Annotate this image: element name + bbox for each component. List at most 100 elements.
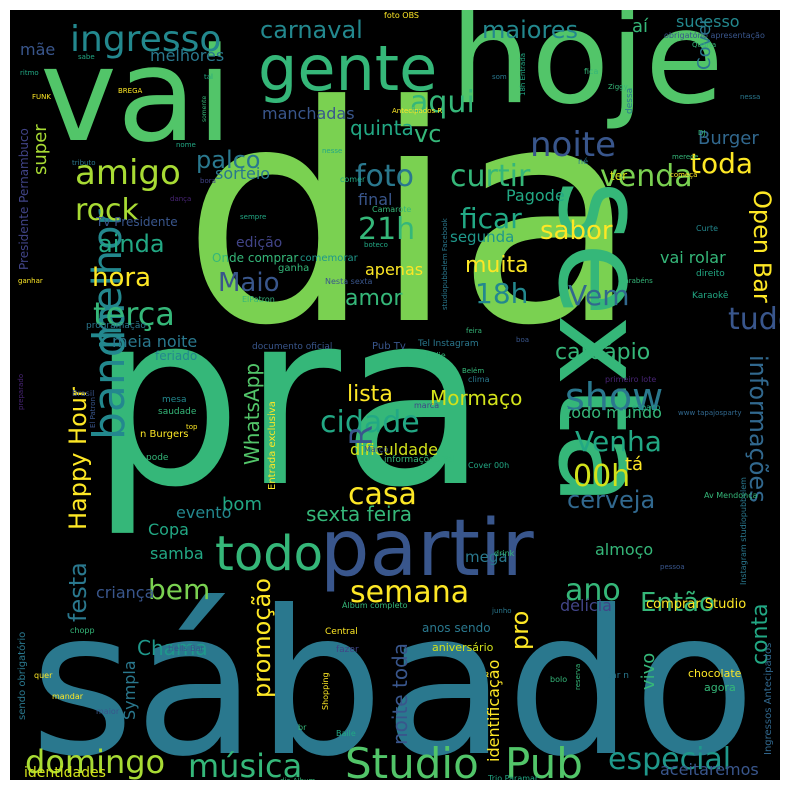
word-bom: bom <box>222 494 262 515</box>
word-evento: evento <box>176 503 232 522</box>
word-br: br <box>298 723 307 732</box>
word-dj: DJ <box>698 129 706 137</box>
word-chopp: chopp <box>70 626 95 635</box>
word-ficar: ficar <box>460 202 522 235</box>
word-cidade: cidade <box>320 405 420 440</box>
word-som: som <box>492 73 507 81</box>
word-studio: Studio <box>345 739 479 781</box>
word-comprarstudio: comprar Studio <box>646 597 747 612</box>
word-cloud-canvas: dia pra sábado hoje vai sexta partir gen… <box>10 10 780 780</box>
word-programacao: programação <box>86 321 146 331</box>
word-top: top <box>186 423 198 431</box>
word-musica: música <box>188 747 303 780</box>
word-todomundo: todo mundo <box>565 403 662 422</box>
word-sabor: sabor <box>540 216 613 246</box>
word-antecipadosr: Antecipados R <box>392 107 443 115</box>
word-ondecomprar: Onde comprar <box>212 251 299 265</box>
word-sabado: sábado <box>30 568 756 781</box>
word-edicao: edição <box>236 235 283 251</box>
word-primeirolote: primeiro lote <box>605 375 657 384</box>
word-brega: BREGA <box>118 87 143 95</box>
word-fica: fica <box>584 67 599 76</box>
word-manchadas: manchadas <box>262 104 355 123</box>
word-apenas: apenas <box>365 260 424 279</box>
word-palco: palco <box>196 146 261 174</box>
word-trioparamar: Trio Paramar <box>488 774 539 781</box>
word-junho: junho <box>492 607 512 615</box>
word-ingresso: ingresso <box>70 19 222 60</box>
word-r: R <box>345 425 380 446</box>
word-nome: nome <box>176 141 196 149</box>
word-bolo: bolo <box>550 675 568 684</box>
word-sendoobrigatorio: sendo obrigatório <box>17 631 28 720</box>
word-camarote: Camarote <box>372 205 412 214</box>
word-preparado: preparado <box>17 373 25 410</box>
word-festa: festa <box>64 562 92 622</box>
word-aniversario: aniversário <box>432 641 494 654</box>
word-vc: vc <box>414 120 442 148</box>
word-mormaco: Mormaço <box>430 386 523 410</box>
word-happyhour: Happy Hour <box>64 387 92 530</box>
word-burger: Burger <box>698 128 759 149</box>
word-bem: bem <box>148 573 211 606</box>
word-tvpresidente: Tv Presidente <box>96 215 178 229</box>
word-informacoes: informações <box>744 355 772 503</box>
word-crianca: criança <box>96 583 155 602</box>
word-boteco: boteco <box>364 241 388 249</box>
word-carnaval: carnaval <box>260 16 363 44</box>
word-comer: comer <box>340 175 366 184</box>
word-promocao: promoção <box>248 578 276 698</box>
word-vem: Vem <box>568 279 630 312</box>
word-vairolar: vai rolar <box>660 248 726 267</box>
word-18h: 18h <box>475 277 529 310</box>
word-hora: hora <box>92 263 152 293</box>
word-indie: Indie <box>426 351 446 360</box>
word-nburgers: n Burgers <box>140 429 189 440</box>
word-mandar: mandar <box>52 692 84 701</box>
word-copa: Copa <box>148 520 189 539</box>
word-sabe: sabe <box>78 53 95 61</box>
word-amor: amor <box>345 286 403 311</box>
word-ziggy: Ziggy <box>608 83 628 91</box>
word-nesse: nesse <box>322 147 343 155</box>
word-dessa: dessa <box>625 87 635 114</box>
word-feriado: feriado <box>155 349 198 363</box>
word-pra: pra <box>90 260 489 540</box>
word-bora: bora <box>200 177 216 185</box>
word-informacoestel: informações Tel <box>384 455 455 465</box>
word-elpatron: ElPatron <box>242 295 275 304</box>
word-ganha: ganha <box>278 263 310 274</box>
word-presidentepernambuco: Presidente Pernambuco <box>17 128 31 270</box>
word-parabens: parabéns <box>620 277 653 285</box>
word-clima: clima <box>468 375 490 384</box>
word-domingo: domingo <box>25 743 166 780</box>
word-ai: aí <box>632 16 649 37</box>
word-elpatron2: El Patron <box>89 397 97 428</box>
word-curte: Curte <box>696 224 719 233</box>
word-documentooficial: documento oficial <box>252 342 333 352</box>
word-cover00h: Cover 00h <box>468 461 510 470</box>
word-nessa: nessa <box>740 93 761 101</box>
word-ta: tá <box>625 454 644 475</box>
word-galera: galera <box>182 685 211 695</box>
word-maio: Maio <box>218 268 280 298</box>
word-anossendo: anos sendo <box>422 621 491 635</box>
word-comeca: começa <box>670 171 698 179</box>
word-especial: especial <box>608 742 732 777</box>
word-toda: toda <box>690 147 754 180</box>
word-pessoa: pessoa <box>660 563 685 571</box>
word-identidades: identidades <box>24 765 106 780</box>
word-18hentrada: 18h Entrada <box>519 52 527 96</box>
word-brasil: Brasil <box>72 389 95 398</box>
word-show: show <box>565 375 664 419</box>
word-boa: boa <box>516 336 530 344</box>
word-maior: maior <box>96 707 120 716</box>
word-pubtv: Pub Tv <box>372 341 406 352</box>
word-ingressosantecipados: Ingressos Antecipados <box>763 642 774 755</box>
word-cerveja: cerveja <box>567 486 656 514</box>
word-sorteio: sorteio <box>215 164 271 183</box>
word-sextafeira: sexta feira <box>306 502 413 526</box>
word-obrigatorioapresentacao: obrigatório apresentação <box>664 31 765 40</box>
word-funk: FUNK <box>32 93 51 101</box>
word-almoco: almoço <box>595 540 654 559</box>
